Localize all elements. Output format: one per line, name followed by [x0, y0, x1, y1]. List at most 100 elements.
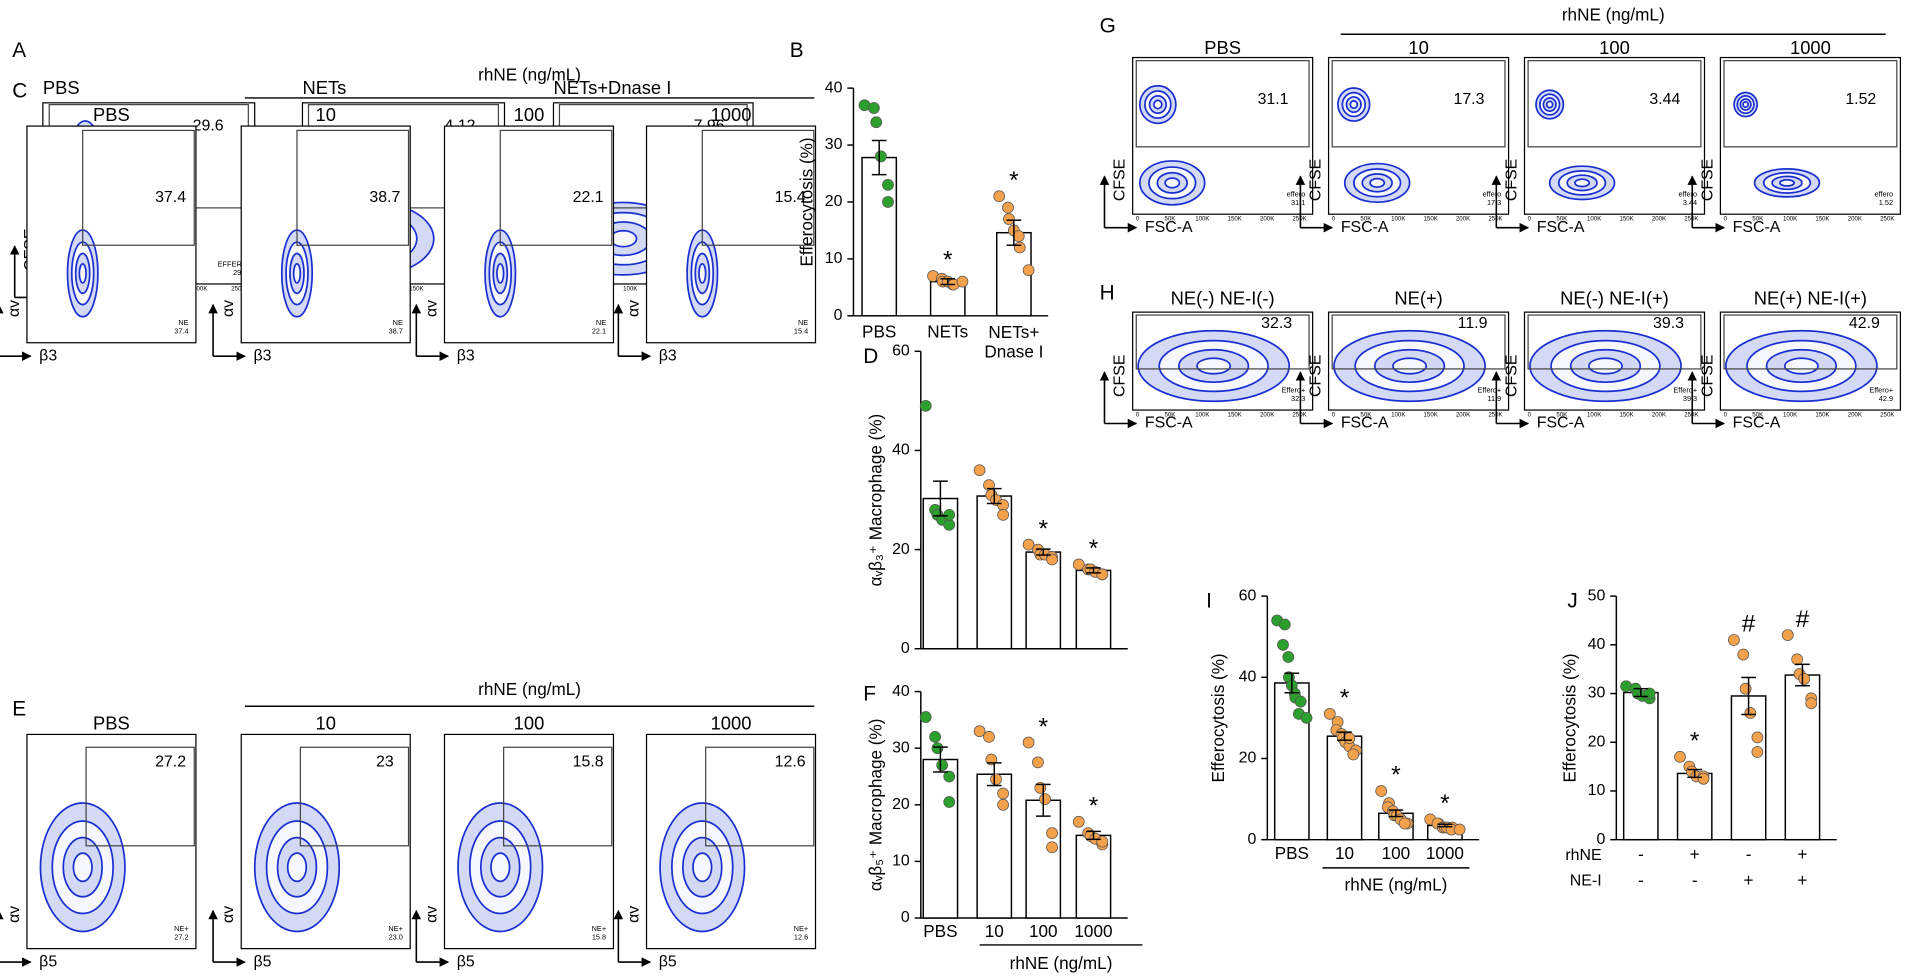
y-tick-label: 30 — [892, 739, 910, 756]
data-point — [997, 509, 1009, 521]
panel-title: 1000 — [711, 104, 752, 125]
gate — [1527, 314, 1702, 370]
gate-small: 15.4 — [794, 327, 808, 336]
bar — [922, 758, 959, 919]
flow-tick-label: 250K — [1684, 216, 1698, 223]
gate — [1331, 60, 1506, 148]
panel-title: NE(+) — [1394, 288, 1442, 309]
gate-value: 39.3 — [1653, 315, 1684, 332]
y-tick-label: 40 — [892, 683, 910, 700]
panel-letter: I — [1206, 590, 1212, 613]
gate-label: NE+ — [794, 924, 808, 933]
group-label: rhNE (ng/mL) — [1562, 4, 1665, 24]
flow-y-label: αv — [625, 300, 642, 317]
y-tick-label: 30 — [825, 136, 843, 153]
panel-letter: H — [1100, 281, 1115, 304]
flow-tick-label: 200K — [1848, 216, 1862, 223]
panel-title: 100 — [514, 104, 545, 125]
data-point — [997, 798, 1009, 811]
data-point — [919, 711, 932, 723]
gate-value: 23 — [376, 753, 394, 770]
data-point — [943, 796, 956, 808]
gate — [1331, 314, 1506, 370]
gate-label: NE — [798, 318, 808, 327]
contour — [1153, 99, 1163, 110]
contour — [1164, 177, 1181, 189]
flow-x-label: FSC-A — [1145, 415, 1193, 432]
flow-x-label: β5 — [253, 953, 271, 970]
bar — [1622, 691, 1659, 841]
significance: * — [1440, 790, 1450, 817]
data-point — [1022, 264, 1035, 277]
data-point — [882, 179, 894, 191]
data-point — [1798, 673, 1811, 685]
bar — [1676, 772, 1713, 841]
y-tick-label: 0 — [834, 307, 843, 324]
contour — [286, 852, 308, 883]
flow-y-label: CFSE — [1308, 355, 1325, 397]
group-label: rhNE (ng/mL) — [478, 679, 581, 699]
flow-y-label: αv — [220, 300, 237, 317]
flow-y-label: αv — [220, 906, 237, 923]
panel-letter: A — [12, 39, 26, 62]
gate-value: 11.9 — [1458, 315, 1488, 332]
gate — [1723, 314, 1898, 370]
data-point — [1398, 817, 1411, 830]
contour — [78, 263, 87, 284]
flow-tick-label: 0 — [1724, 216, 1728, 223]
panel-title: 100 — [514, 712, 545, 733]
flow-x-label: FSC-A — [1537, 415, 1585, 432]
data-point — [1046, 827, 1058, 839]
data-point — [990, 773, 1002, 786]
flow-tick-label: 100K — [1195, 216, 1209, 223]
panel-title: 10 — [1408, 37, 1428, 58]
contour — [292, 263, 302, 284]
y-tick-label: 0 — [1247, 831, 1256, 848]
gate-value: 29.6 — [193, 118, 224, 135]
data-point — [1046, 841, 1058, 854]
panel-title: 10 — [316, 712, 336, 733]
flow-tick-label: 50K — [1752, 216, 1763, 223]
plot-frame — [645, 125, 817, 344]
flow-tick-label: 150K — [1815, 412, 1829, 419]
flow-tick-label: 150K — [1228, 216, 1242, 223]
panel-title: PBS — [93, 712, 130, 733]
data-point — [956, 275, 969, 288]
flow-tick-label: 250K — [1684, 412, 1698, 419]
panel-title: NE(+) NE-I(+) — [1754, 288, 1867, 309]
row-value: - — [1746, 844, 1752, 864]
panel-title: 10 — [316, 104, 336, 125]
gate-value: 37.4 — [155, 189, 186, 206]
flow-tick-label: 150K — [1228, 412, 1242, 419]
panel-letter: G — [1100, 14, 1116, 37]
flow-y-label: CFSE — [1112, 159, 1129, 201]
flow-x-label: FSC-A — [1733, 415, 1781, 432]
data-point — [1737, 648, 1750, 661]
flow-tick-label: 200K — [193, 285, 207, 292]
gate-small: 23.0 — [389, 933, 403, 942]
x-tick-label: 100 — [1029, 921, 1058, 941]
data-point — [882, 196, 894, 208]
gate-small: 11.9 — [1488, 394, 1502, 403]
data-point — [1791, 653, 1804, 666]
bar — [1025, 799, 1062, 919]
gate-value: 42.9 — [1849, 315, 1880, 332]
data-point — [1674, 750, 1686, 763]
flow-tick-label: 100K — [1587, 412, 1601, 419]
gate-small: 32.3 — [1291, 394, 1305, 403]
panel-title: 100 — [1599, 37, 1630, 58]
gate-value: 27.2 — [155, 753, 186, 770]
gate-label: effero — [1679, 190, 1698, 199]
bar — [1273, 682, 1310, 841]
data-point — [1096, 568, 1109, 581]
flow-tick-label: 200K — [1848, 412, 1862, 419]
y-tick-label: 40 — [825, 79, 843, 96]
flow-x-label: FSC-A — [1537, 219, 1585, 236]
significance: * — [943, 247, 953, 274]
data-point — [1751, 746, 1764, 758]
contour — [1196, 357, 1232, 375]
panel-title: NETs+Dnase I — [553, 77, 671, 98]
gate-small: 1.52 — [1879, 198, 1893, 207]
data-point — [993, 190, 1006, 203]
